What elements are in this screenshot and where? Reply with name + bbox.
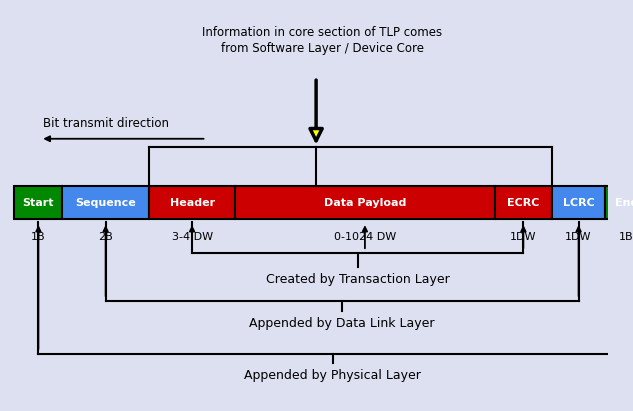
Bar	[149, 186, 235, 219]
Text: 2B: 2B	[98, 232, 113, 242]
Text: Header: Header	[170, 198, 215, 208]
Bar	[552, 186, 605, 219]
Text: Appended by Physical Layer: Appended by Physical Layer	[244, 369, 421, 383]
Bar	[63, 186, 149, 219]
Text: Appended by Data Link Layer: Appended by Data Link Layer	[249, 316, 435, 330]
Text: 1B: 1B	[31, 232, 46, 242]
Text: End: End	[615, 198, 633, 208]
Text: Information in core section of TLP comes: Information in core section of TLP comes	[202, 25, 442, 39]
Bar	[15, 186, 63, 219]
Text: Data Payload: Data Payload	[323, 198, 406, 208]
Bar	[494, 186, 552, 219]
Text: Bit transmit direction: Bit transmit direction	[43, 117, 169, 130]
Bar	[605, 186, 633, 219]
Text: Created by Transaction Layer: Created by Transaction Layer	[266, 273, 449, 286]
Text: Sequence: Sequence	[75, 198, 136, 208]
Text: 1DW: 1DW	[565, 232, 591, 242]
Text: 3-4 DW: 3-4 DW	[172, 232, 213, 242]
Bar	[235, 186, 494, 219]
Text: 1DW: 1DW	[510, 232, 537, 242]
Text: 1B: 1B	[619, 232, 633, 242]
Text: LCRC: LCRC	[563, 198, 594, 208]
Text: Start: Start	[23, 198, 54, 208]
Text: ECRC: ECRC	[507, 198, 539, 208]
Text: from Software Layer / Device Core: from Software Layer / Device Core	[221, 42, 423, 55]
Text: 0-1024 DW: 0-1024 DW	[334, 232, 396, 242]
